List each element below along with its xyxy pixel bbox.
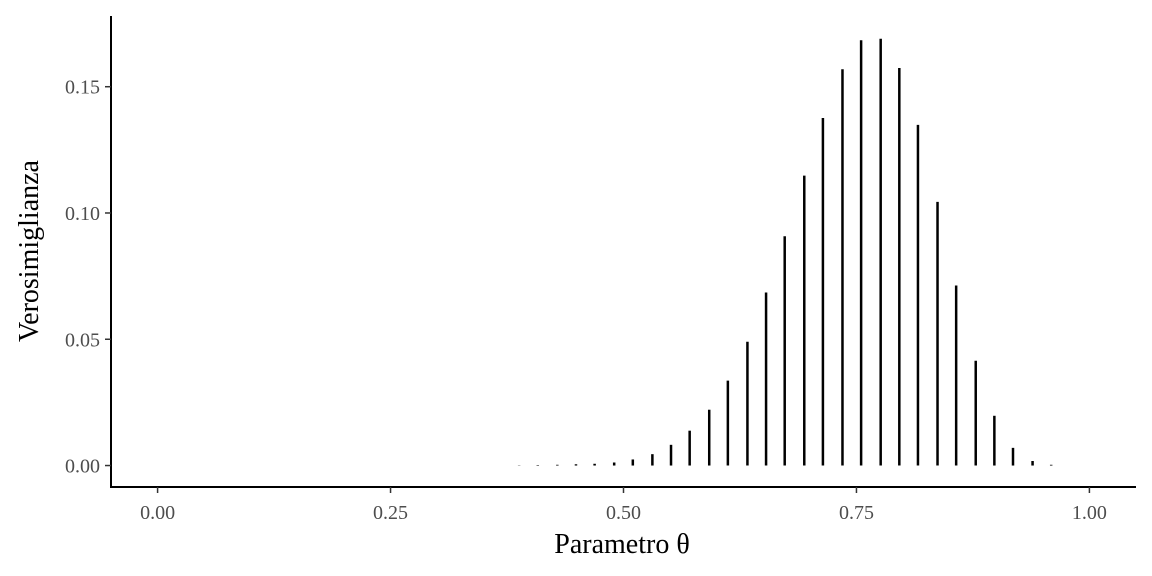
y-tick-label: 0.15 [65,77,100,99]
y-axis-title: Verosimiglianza [14,159,45,342]
axes [110,16,1136,488]
x-tick-label: 0.00 [140,502,175,524]
likelihood-spikes [517,38,1053,466]
x-axis-ticks: 0.00 0.25 0.50 0.75 1.00 [140,487,1107,524]
x-tick-label: 1.00 [1072,502,1107,524]
y-tick-label: 0.05 [65,329,100,351]
x-tick-label: 0.25 [373,502,408,524]
y-tick-label: 0.00 [65,456,100,478]
y-axis-ticks: 0.00 0.05 0.10 0.15 [65,77,111,478]
x-tick-label: 0.75 [839,502,874,524]
x-axis-title: Parametro θ [554,529,689,560]
y-tick-label: 0.10 [65,203,100,225]
x-tick-label: 0.50 [606,502,641,524]
